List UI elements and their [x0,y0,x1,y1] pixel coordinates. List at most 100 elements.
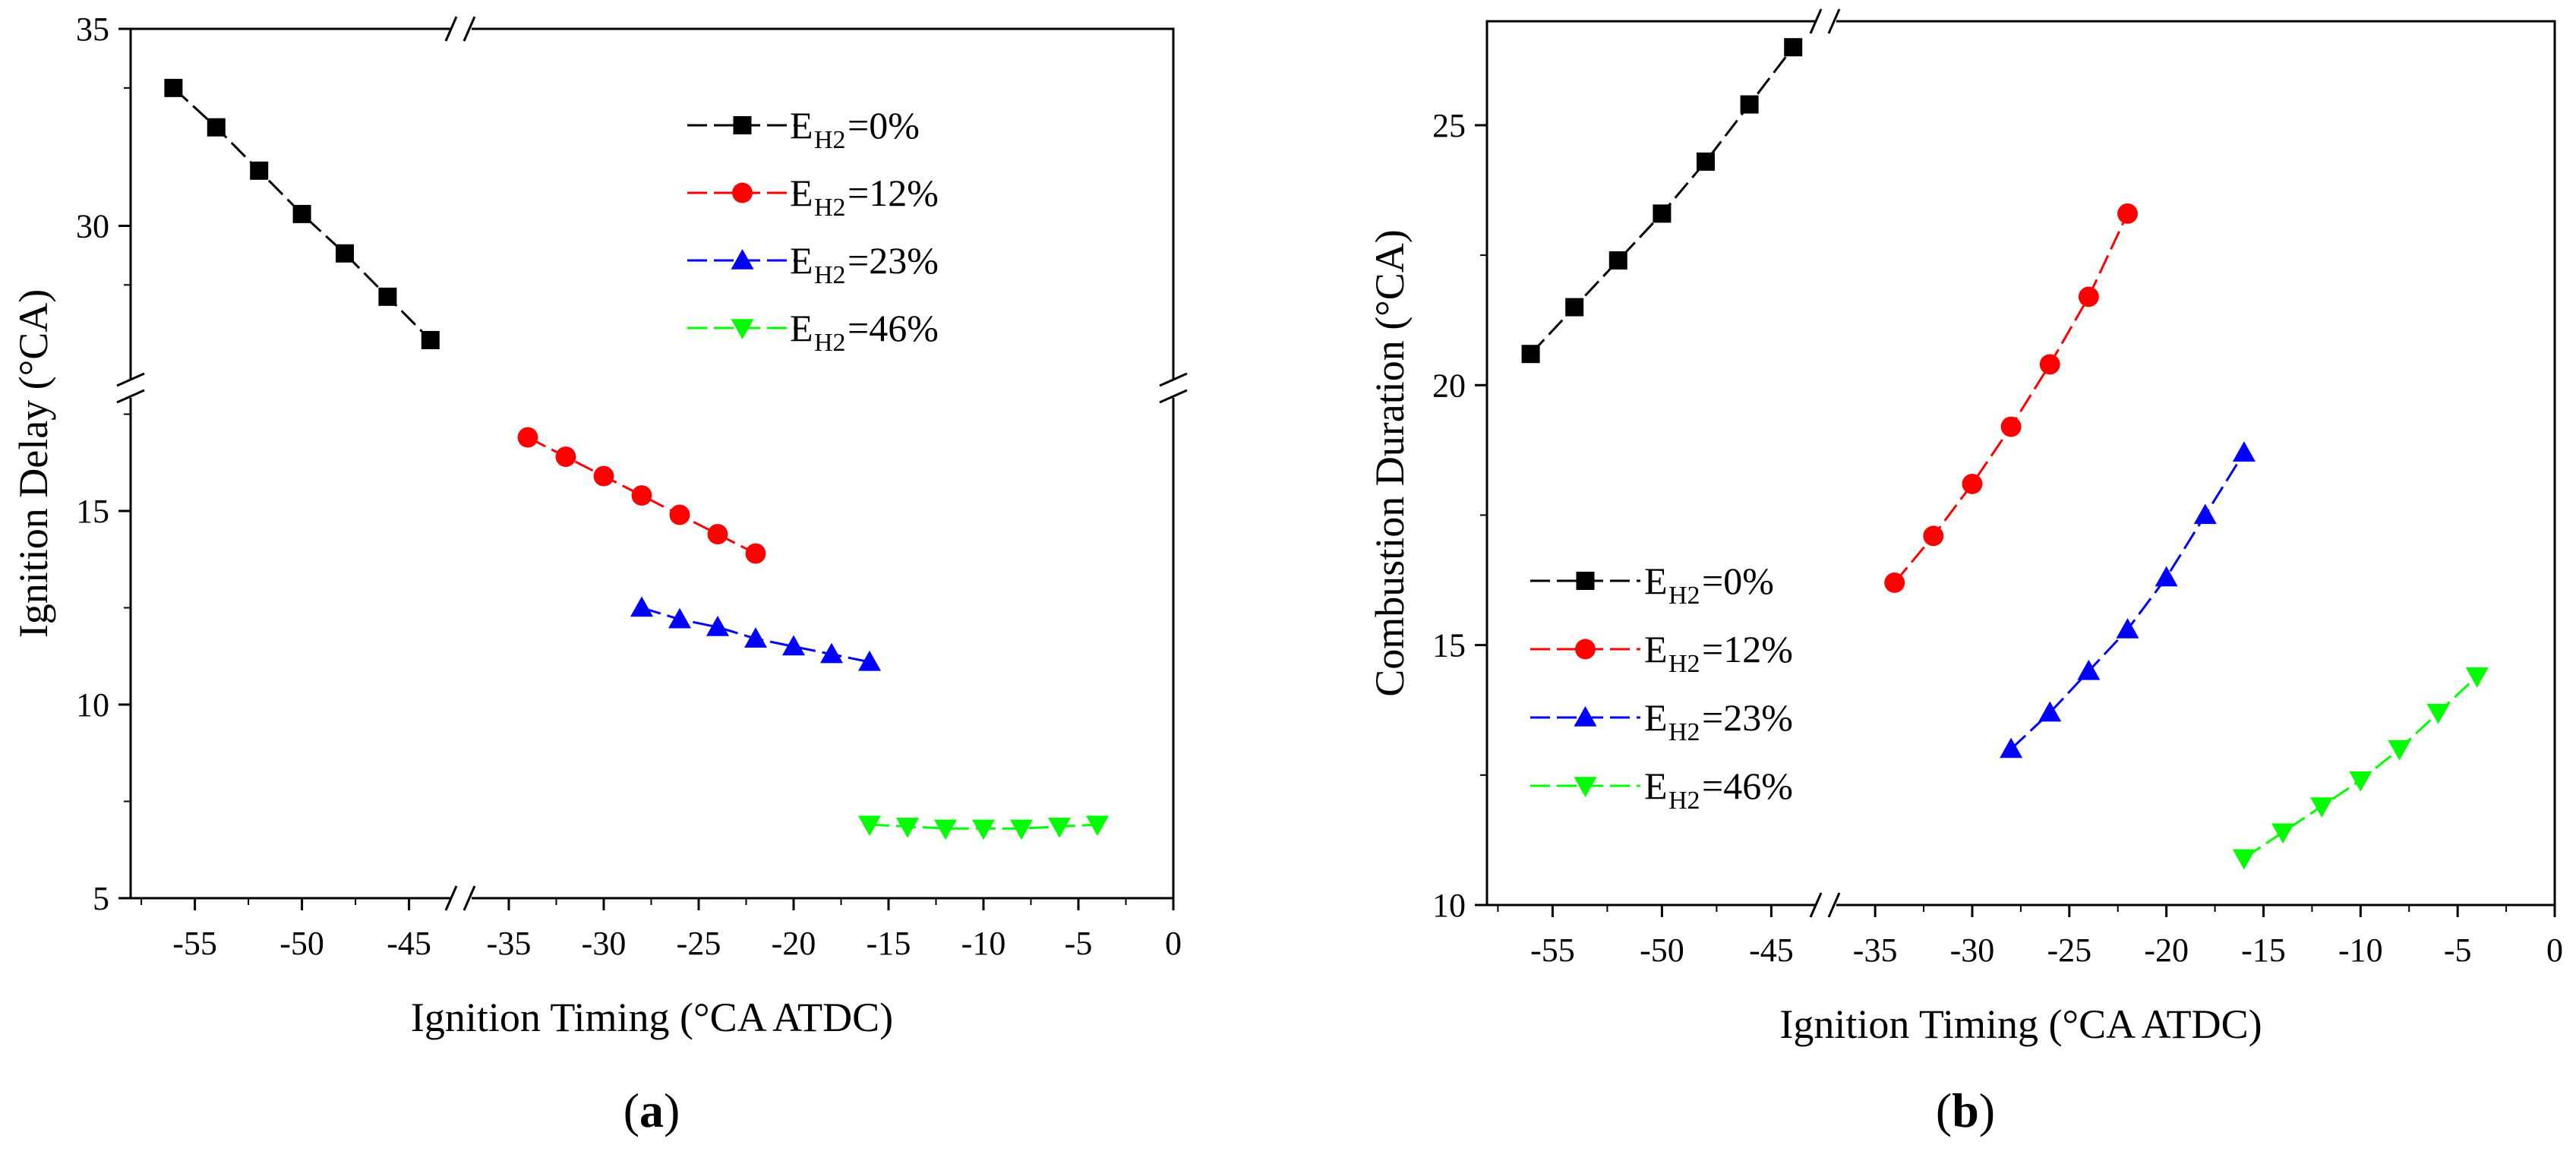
marker-triangle-down-0 [2232,849,2256,870]
series-0-pct [164,78,440,349]
x-tick-label: -50 [1640,932,1684,969]
x-tick-label: -45 [387,925,431,962]
marker-triangle-down-5 [1048,817,1071,838]
marker-circle-4 [669,504,690,525]
marker-triangle-up-5 [2193,503,2217,525]
marker-triangle-up-6 [858,650,881,671]
legend-item: E H2 =12% [1530,628,1793,678]
marker-square-6 [421,330,440,349]
x-tick-label: 0 [2546,932,2563,969]
marker-triangle-down-1 [896,817,919,838]
x-tick-label: -45 [1749,932,1794,969]
legend-label-sub: H2 [814,194,846,222]
caption-paren: ( [623,1083,639,1137]
marker-triangle-up-1 [668,607,691,629]
series-line [2010,452,2246,750]
series-23-pct [2000,441,2256,758]
legend-item: E H2 =46% [1530,765,1793,815]
series-12-pct [1884,203,2138,593]
marker-square-0 [164,78,183,97]
legend-item: E H2 =12% [687,172,939,222]
caption-paren: ) [664,1083,680,1137]
legend-label-tail: =12% [848,172,939,214]
series-46-pct [858,815,1109,840]
axis-break-slash [444,885,458,911]
marker-circle-0 [517,427,538,448]
x-tick-label: -55 [172,925,217,962]
y-tick-label: 15 [1432,627,1466,664]
marker-circle-0 [732,182,753,203]
x-tick-label: -35 [1853,932,1898,969]
legend-item: E H2 =0% [687,104,920,154]
legend-label-sub: H2 [814,261,846,289]
y-axis-label: Combustion Duration (°CA) [1367,229,1413,697]
marker-square-3 [1653,204,1672,223]
y-tick-label: 35 [76,11,109,48]
legend-label-sub: H2 [1668,582,1700,610]
marker-triangle-down-0 [1574,777,1597,797]
marker-circle-6 [2117,203,2138,224]
legend-label-main: E [1644,560,1668,602]
legend-label-main: E [1644,628,1668,670]
axis-break-slash [1827,892,1841,918]
series-12-pct [517,427,766,564]
legend-label-main: E [790,172,813,214]
x-tick-label: -5 [1065,925,1093,962]
marker-triangle-up-4 [782,635,805,656]
legend-label-sub: H2 [1668,650,1700,678]
x-tick-label: 0 [1165,925,1182,962]
marker-square-5 [378,287,397,306]
marker-square-0 [1521,345,1540,364]
y-tick-label: 20 [1432,367,1466,404]
x-tick-label: -50 [279,925,324,962]
axis-break-slash [1159,389,1188,404]
caption-letter: a [639,1083,664,1137]
marker-triangle-down-2 [934,819,957,840]
marker-triangle-down-4 [2388,739,2411,761]
axis-break-slash [1827,8,1841,34]
marker-triangle-down-3 [2349,771,2372,792]
legend-label-tail: =46% [848,307,939,349]
y-tick-label: 5 [93,880,109,917]
marker-triangle-up-0 [2000,737,2023,758]
caption-paren: ( [1936,1083,1952,1137]
y-tick-label: 25 [1432,107,1466,144]
marker-square-1 [1565,298,1584,317]
x-tick-label: -5 [2444,932,2472,969]
y-tick-label: 10 [76,686,109,724]
x-tick-label: -30 [582,925,627,962]
marker-circle-6 [745,543,766,564]
x-axis-break-top [444,16,476,42]
y-tick-label: 30 [76,207,109,244]
marker-circle-2 [593,465,614,487]
legend-label-sub: H2 [1668,718,1700,746]
series-23-pct [630,596,881,671]
legend-label-main: E [1644,765,1668,807]
legend-item: E H2 =0% [1530,560,1774,610]
marker-square-4 [1697,152,1715,171]
legend-label-sub: H2 [814,329,846,357]
marker-triangle-down-1 [2271,823,2295,844]
y-tick-label: 10 [1432,887,1466,924]
axis-break-slash [462,885,476,911]
x-tick-label: -15 [2241,932,2286,969]
marker-circle-5 [2078,286,2099,307]
marker-triangle-down-4 [1010,819,1033,840]
marker-triangle-up-5 [820,642,843,664]
axis-break-slash [116,389,145,404]
marker-square-2 [1608,251,1627,270]
marker-square-1 [207,118,226,137]
axis-break-slash [1809,892,1823,918]
legend-label-main: E [1644,696,1668,739]
marker-square-6 [1784,38,1803,57]
x-tick-label: -30 [1950,932,1995,969]
x-tick-label: -25 [677,925,721,962]
marker-triangle-up-2 [2077,659,2101,680]
marker-square-3 [292,204,311,223]
x-axis-label: Ignition Timing (°CA ATDC) [411,995,893,1040]
panel-b-combustion-duration-chart: -55 -50 -45 -35 -30 -25 -20 -15 -10 -5 010152025Ig… [1367,8,2563,1137]
marker-circle-4 [2039,354,2060,375]
marker-square-4 [336,244,354,263]
caption-letter: b [1952,1083,1979,1137]
